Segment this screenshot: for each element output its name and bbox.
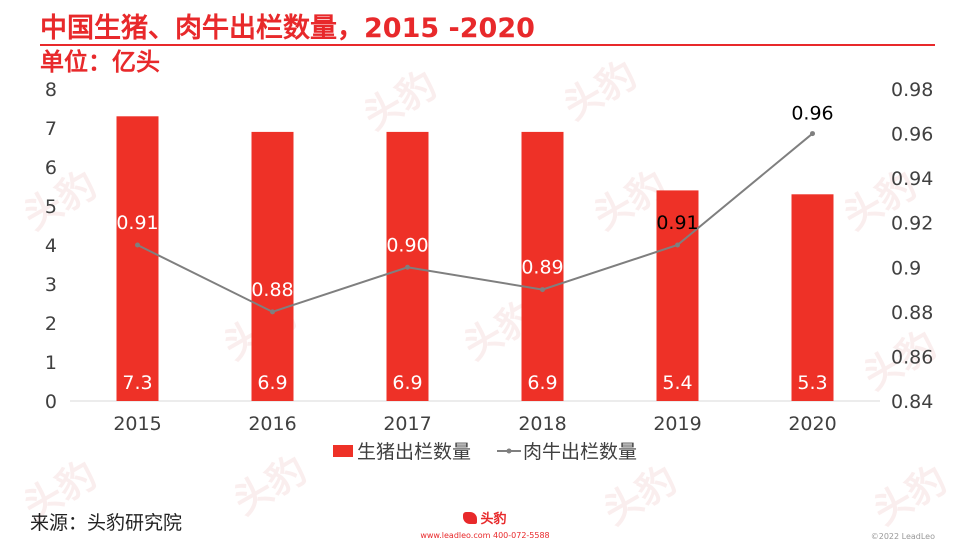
bar-data-label: 5.3 [797, 372, 827, 394]
line-series [137, 132, 814, 313]
copyright-text: ©2022 LeadLeo [870, 532, 935, 541]
bar-data-label: 6.9 [257, 372, 287, 394]
bar-data-label: 6.9 [527, 372, 557, 394]
line-point [810, 131, 815, 137]
title-divider [40, 44, 935, 46]
line-point [405, 264, 410, 270]
x-axis-tick-label: 2015 [113, 413, 161, 435]
logo-text: 头豹 [480, 512, 507, 527]
line-data-label: 0.91 [116, 212, 158, 234]
bar [521, 131, 564, 401]
right-axis-tick-label: 0.84 [891, 391, 933, 413]
page-title: 中国生猪、肉牛出栏数量，2015 -2020 [40, 13, 535, 44]
left-axis-tick-label: 8 [45, 79, 57, 101]
bar [251, 131, 294, 401]
x-axis-tick-label: 2018 [518, 413, 566, 435]
left-axis-tick-label: 5 [45, 196, 57, 218]
line-data-label: 0.90 [386, 234, 428, 256]
bar [116, 116, 159, 402]
left-axis-tick-label: 2 [45, 313, 57, 335]
line-point [135, 242, 140, 248]
legend-swatch-bar [333, 445, 353, 457]
bar [791, 194, 834, 401]
right-axis-tick-label: 0.94 [891, 168, 933, 190]
source-note: 来源：头豹研究院 [30, 512, 183, 534]
legend-label-line: 肉牛出栏数量 [523, 441, 637, 463]
legend-label-bar: 生猪出栏数量 [357, 441, 471, 463]
line-point [675, 242, 680, 248]
x-axis-tick-label: 2017 [383, 413, 431, 435]
right-axis-tick-label: 0.88 [891, 302, 933, 324]
x-axis-tick-label: 2019 [653, 413, 701, 435]
x-axis-tick-label: 2016 [248, 413, 296, 435]
right-axis-tick-label: 0.98 [891, 79, 933, 101]
line-point [540, 287, 545, 293]
legend-swatch-marker [506, 448, 512, 454]
line-data-label: 0.88 [251, 279, 293, 301]
line-data-label: 0.96 [791, 103, 833, 125]
bar-data-label: 5.4 [662, 372, 692, 394]
left-axis-tick-label: 6 [45, 157, 57, 179]
leopard-logo-icon [463, 511, 478, 524]
left-axis-tick-label: 4 [45, 235, 57, 257]
footer-branding: 头豹 www.leadleo.com 400-072-5588 [395, 508, 575, 540]
bar [656, 190, 699, 401]
unit-label: 单位：亿头 [40, 48, 160, 76]
x-axis-tick-label: 2020 [788, 413, 836, 435]
bar-data-label: 6.9 [392, 372, 422, 394]
leadleo-logo: 头豹 [463, 508, 507, 527]
footer-contact: www.leadleo.com 400-072-5588 [420, 530, 550, 540]
left-axis-tick-label: 1 [45, 352, 57, 374]
left-axis-tick-label: 7 [45, 118, 57, 140]
left-axis-tick-label: 3 [45, 274, 57, 296]
bar-data-label: 7.3 [122, 372, 152, 394]
right-axis-tick-label: 0.96 [891, 124, 933, 146]
line-data-label: 0.89 [521, 257, 563, 279]
right-axis-tick-label: 0.9 [891, 257, 921, 279]
right-axis-tick-label: 0.92 [891, 213, 933, 235]
line-point [270, 309, 275, 315]
left-axis-tick-label: 0 [45, 391, 57, 413]
right-axis-tick-label: 0.86 [891, 346, 933, 368]
line-data-label: 0.91 [656, 212, 698, 234]
